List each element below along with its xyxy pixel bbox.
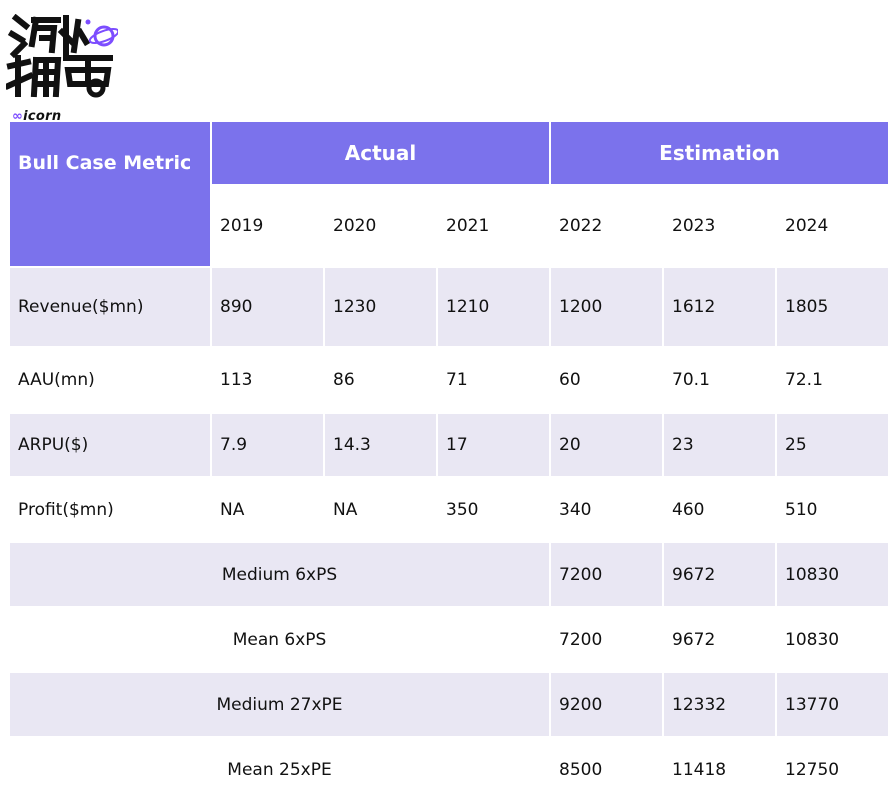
row-label: Revenue($mn) (10, 268, 210, 346)
year-header: 2022 (551, 186, 663, 266)
table-row-profit: Profit($mn) NA NA 350 340 460 510 (10, 478, 889, 541)
table-cell: 23 (664, 414, 776, 476)
bull-case-table: Bull Case Metric Actual Estimation 2019 … (8, 120, 890, 803)
table-cell: 10830 (777, 608, 889, 671)
table-cell: 7200 (551, 608, 663, 671)
table-cell: 60 (551, 348, 663, 412)
logo-wordmark: ∞icorn (12, 109, 62, 124)
corner-header: Bull Case Metric (10, 122, 210, 266)
table-row-revenue: Revenue($mn) 890 1230 1210 1200 1612 180… (10, 268, 889, 346)
table-cell: 460 (664, 478, 776, 541)
row-label: Profit($mn) (10, 478, 210, 541)
year-header: 2024 (777, 186, 889, 266)
table-cell: 1210 (438, 268, 550, 346)
valuation-label: Mean 6xPS (10, 608, 550, 671)
year-header: 2023 (664, 186, 776, 266)
valuation-label: Mean 25xPE (10, 738, 550, 801)
table-cell: 7200 (551, 543, 663, 606)
logo-mark-icon (6, 14, 118, 98)
row-label: ARPU($) (10, 414, 210, 476)
table-cell: 113 (212, 348, 323, 412)
table-cell: 10830 (777, 543, 889, 606)
table-cell: 70.1 (664, 348, 776, 412)
table-cell: 11418 (664, 738, 776, 801)
table-cell: 890 (212, 268, 323, 346)
table-row-valuation: Mean 6xPS 7200 9672 10830 (10, 608, 889, 671)
brand-logo: ∞icorn (6, 14, 118, 124)
year-header: 2021 (438, 186, 550, 266)
table-cell: NA (212, 478, 323, 541)
table-cell: 25 (777, 414, 889, 476)
table-cell: 71 (438, 348, 550, 412)
group-header-estimation: Estimation (551, 122, 889, 184)
table-cell: 20 (551, 414, 663, 476)
year-header: 2019 (212, 186, 323, 266)
table-cell: 13770 (777, 673, 889, 736)
table-cell: 510 (777, 478, 889, 541)
table-row-valuation: Medium 27xPE 9200 12332 13770 (10, 673, 889, 736)
table-cell: 17 (438, 414, 550, 476)
table-row-valuation: Mean 25xPE 8500 11418 12750 (10, 738, 889, 801)
table-row-valuation: Medium 6xPS 7200 9672 10830 (10, 543, 889, 606)
table-row-arpu: ARPU($) 7.9 14.3 17 20 23 25 (10, 414, 889, 476)
table-cell: 86 (325, 348, 436, 412)
table-cell: 8500 (551, 738, 663, 801)
table-cell: 9672 (664, 608, 776, 671)
table-cell: 9672 (664, 543, 776, 606)
valuation-label: Medium 27xPE (10, 673, 550, 736)
table-cell: 9200 (551, 673, 663, 736)
table-cell: 340 (551, 478, 663, 541)
table-cell: 72.1 (777, 348, 889, 412)
table-cell: 7.9 (212, 414, 323, 476)
group-header-actual: Actual (212, 122, 550, 184)
valuation-label: Medium 6xPS (10, 543, 550, 606)
table-cell: 1805 (777, 268, 889, 346)
infinity-icon: ∞ (12, 109, 24, 124)
table-cell: 350 (438, 478, 550, 541)
table-row-aau: AAU(mn) 113 86 71 60 70.1 72.1 (10, 348, 889, 412)
table-cell: 12332 (664, 673, 776, 736)
year-header: 2020 (325, 186, 436, 266)
table-cell: NA (325, 478, 436, 541)
table-cell: 1230 (325, 268, 436, 346)
table-cell: 12750 (777, 738, 889, 801)
row-label: AAU(mn) (10, 348, 210, 412)
table-cell: 1200 (551, 268, 663, 346)
table-cell: 1612 (664, 268, 776, 346)
table-cell: 14.3 (325, 414, 436, 476)
